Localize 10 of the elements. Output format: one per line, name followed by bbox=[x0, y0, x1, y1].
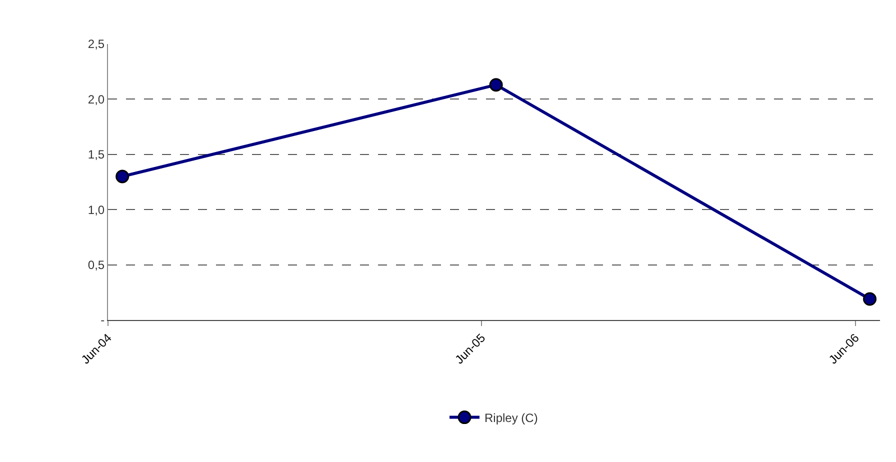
y-tick-label: 2,5 bbox=[88, 37, 105, 52]
point bbox=[489, 78, 503, 92]
y-tick-label: 1,0 bbox=[88, 202, 105, 217]
y-tick-label: 1,5 bbox=[88, 148, 105, 162]
y-tick-label: - bbox=[100, 313, 105, 328]
point bbox=[116, 170, 130, 184]
legend-label: Ripley (C) bbox=[484, 410, 538, 425]
y-tick-label: 0,5 bbox=[88, 258, 105, 272]
point bbox=[863, 292, 877, 306]
y-tick-label: 2,0 bbox=[88, 92, 105, 106]
